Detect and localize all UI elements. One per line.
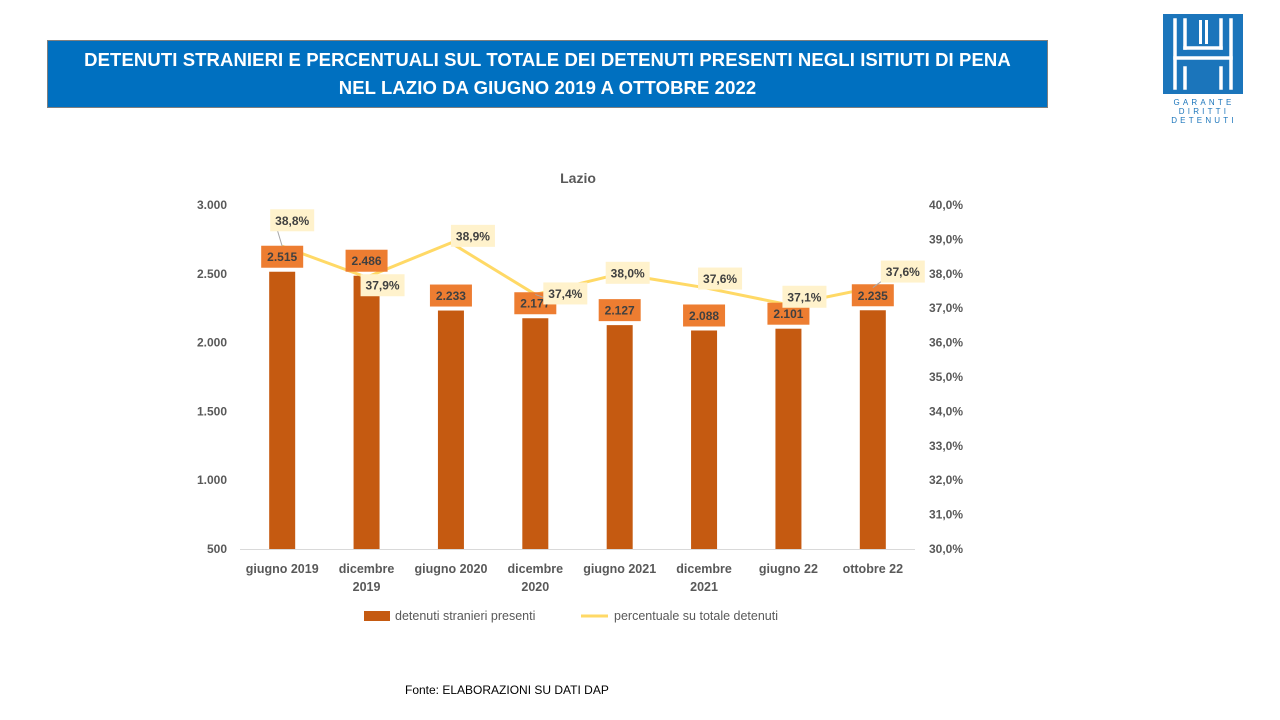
- line-label-box: [880, 260, 925, 283]
- logo-text: GARANTE DIRITTI DETENUTI: [1163, 98, 1245, 125]
- logo-mark: [1163, 14, 1243, 94]
- line-value-label: 37,6%: [886, 265, 920, 279]
- y-left-tick-label: 500: [207, 542, 227, 556]
- y-right-tick-label: 34,0%: [929, 404, 963, 418]
- y-right-tick-label: 38,0%: [929, 267, 963, 281]
- line-label-box: [782, 285, 827, 308]
- y-right-tick-label: 36,0%: [929, 336, 963, 350]
- line-value-label: 37,9%: [366, 279, 400, 293]
- x-tick-label: giugno 2021: [583, 562, 656, 576]
- line-label-box: [360, 274, 405, 297]
- line-value-label: 38,8%: [275, 214, 309, 228]
- line-value-label: 38,9%: [456, 229, 490, 243]
- y-right-tick-label: 39,0%: [929, 232, 963, 246]
- legend-bar-swatch: [364, 611, 390, 621]
- x-tick-label: 2020: [521, 580, 549, 594]
- y-right-tick-label: 32,0%: [929, 473, 963, 487]
- line-label-box: [543, 282, 588, 305]
- bar: [859, 310, 886, 549]
- bar-value-label: 2.127: [605, 304, 635, 318]
- y-right-tick-label: 31,0%: [929, 508, 963, 522]
- line-value-label: 37,6%: [703, 272, 737, 286]
- y-left-tick-label: 1.000: [197, 473, 227, 487]
- x-tick-label: giugno 2019: [246, 562, 319, 576]
- bar-value-label: 2.177: [520, 297, 550, 311]
- bar-label-box: [767, 302, 810, 325]
- bar: [522, 318, 549, 549]
- x-tick-label: 2019: [353, 580, 381, 594]
- logo-text-line-2: DIRITTI: [1178, 107, 1230, 116]
- bar-value-label: 2.235: [858, 289, 888, 303]
- line-label-box: [698, 267, 743, 290]
- x-tick-label: 2021: [690, 580, 718, 594]
- bar-value-label: 2.486: [352, 254, 382, 268]
- y-left-tick-label: 1.500: [197, 404, 227, 418]
- x-tick-label: dicembre: [508, 562, 564, 576]
- x-tick-label: dicembre: [339, 562, 395, 576]
- x-tick-label: giugno 2020: [414, 562, 487, 576]
- garante-logo: GARANTE DIRITTI DETENUTI: [1163, 14, 1245, 125]
- bar: [437, 310, 464, 549]
- x-tick-label: ottobre 22: [843, 562, 903, 576]
- banner-title-line-1: DETENUTI STRANIERI E PERCENTUALI SUL TOT…: [84, 49, 1011, 70]
- y-left-tick-label: 2.000: [197, 336, 227, 350]
- logo-h-icon: [1173, 18, 1233, 90]
- line-label-box: [270, 209, 315, 232]
- legend-bar-label: detenuti stranieri presenti: [395, 609, 535, 623]
- bar: [353, 275, 380, 549]
- source-note: Fonte: ELABORAZIONI SU DATI DAP: [405, 683, 609, 697]
- bar-label-box: [598, 299, 641, 322]
- y-right-tick-label: 40,0%: [929, 198, 963, 212]
- logo-text-line-1: GARANTE: [1173, 98, 1235, 107]
- bar-label-box: [851, 284, 894, 307]
- line-label-box: [605, 261, 650, 284]
- x-tick-label: dicembre: [676, 562, 732, 576]
- line-value-label: 37,1%: [787, 290, 821, 304]
- x-tick-label: giugno 22: [759, 562, 818, 576]
- bar-label-box: [345, 249, 388, 272]
- line-value-label: 37,4%: [548, 287, 582, 301]
- bar: [269, 271, 296, 549]
- logo-text-line-3: DETENUTI: [1171, 116, 1237, 125]
- line-label-box: [450, 224, 495, 247]
- bar: [775, 328, 802, 549]
- chart-title: Lazio: [560, 170, 596, 186]
- bar-value-label: 2.515: [267, 250, 297, 264]
- legend-line-label: percentuale su totale detenuti: [614, 609, 778, 623]
- bar: [691, 330, 718, 549]
- y-right-tick-label: 33,0%: [929, 439, 963, 453]
- y-left-tick-label: 2.500: [197, 267, 227, 281]
- title-banner: DETENUTI STRANIERI E PERCENTUALI SUL TOT…: [47, 40, 1048, 108]
- bar-value-label: 2.088: [689, 309, 719, 323]
- bar-label-box: [261, 245, 304, 268]
- y-left-tick-label: 3.000: [197, 198, 227, 212]
- line-value-label: 38,0%: [611, 266, 645, 280]
- bar-label-box: [429, 284, 472, 307]
- bar: [606, 325, 633, 549]
- bar-value-label: 2.233: [436, 289, 466, 303]
- bar-label-box: [683, 304, 726, 327]
- y-right-tick-label: 37,0%: [929, 301, 963, 315]
- banner-title-line-2: NEL LAZIO DA GIUGNO 2019 A OTTOBRE 2022: [338, 77, 757, 98]
- bar-value-label: 2.101: [773, 307, 803, 321]
- y-right-tick-label: 30,0%: [929, 542, 963, 556]
- y-right-tick-label: 35,0%: [929, 370, 963, 384]
